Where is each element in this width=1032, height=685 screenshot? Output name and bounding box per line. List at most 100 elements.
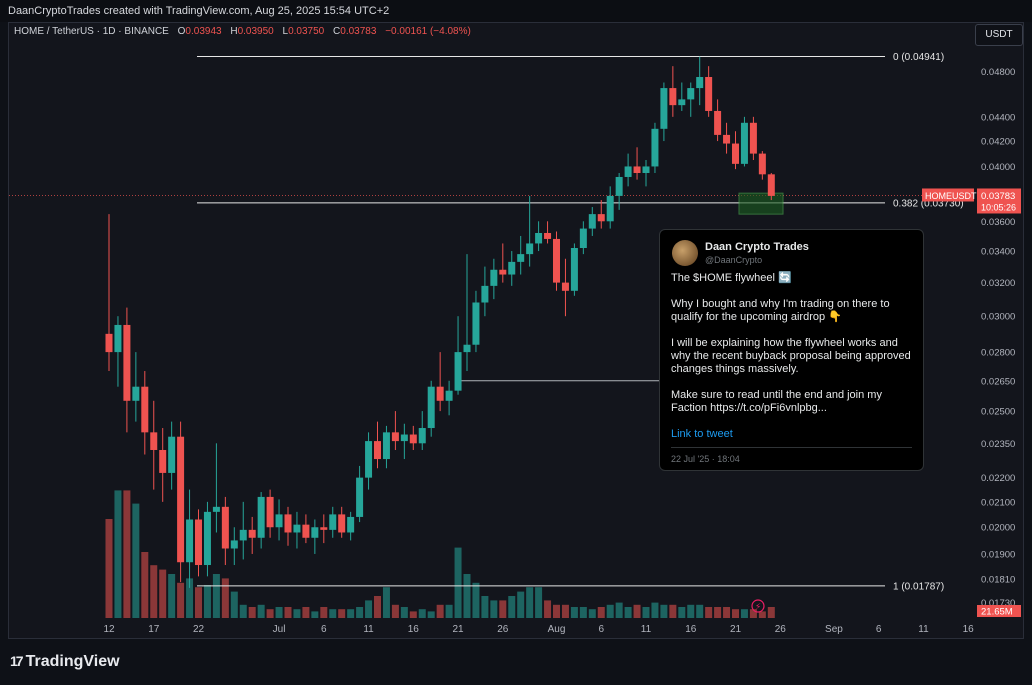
volume-tag-bg	[977, 605, 1021, 617]
volume-bar	[767, 607, 775, 618]
candle-body	[141, 386, 149, 433]
price-tick-label: 0.01730	[981, 598, 1015, 609]
volume-bar	[338, 609, 346, 618]
candle-body	[579, 228, 587, 248]
time-tick-label: 21	[730, 624, 742, 635]
tweet-embed[interactable]: Daan Crypto Trades @DaanCrypto The $HOME…	[659, 229, 924, 471]
volume-bar	[499, 600, 507, 618]
candle-body	[311, 527, 319, 538]
candle-body	[705, 77, 713, 111]
candle-body	[123, 324, 131, 401]
volume-bar	[391, 604, 399, 618]
volume-bar	[275, 607, 283, 618]
volume-bar	[311, 611, 319, 618]
candle-body	[561, 282, 569, 291]
candle-body	[588, 214, 596, 229]
time-tick-label: 12	[103, 624, 115, 635]
tweet-paragraph: Make sure to read until the end and join…	[671, 389, 882, 414]
time-tick-label: 16	[685, 624, 697, 635]
candle-body	[248, 529, 256, 538]
candle-body	[391, 432, 399, 442]
candle-body	[400, 434, 408, 442]
volume-bar	[284, 607, 292, 618]
price-tick-label: 0.03000	[981, 312, 1015, 323]
candle-body	[221, 506, 229, 549]
volume-bar	[624, 607, 632, 618]
symbol-name[interactable]: HOME / TetherUS · 1D · BINANCE	[14, 26, 169, 37]
tweet-paragraph: Why I bought and why I'm trading on ther…	[671, 298, 890, 323]
close-value: 0.03783	[340, 26, 377, 37]
brand-name: TradingView	[25, 653, 120, 670]
price-tick-label: 0.04800	[981, 67, 1015, 78]
candle-body	[740, 122, 748, 164]
volume-bar	[177, 582, 185, 618]
candle-body	[642, 166, 650, 174]
tradingview-logo[interactable]: 17 TradingView	[10, 653, 120, 671]
volume-bar	[329, 609, 337, 618]
candle-body	[624, 166, 632, 177]
volume-bar	[454, 547, 462, 618]
candle-body	[320, 527, 328, 530]
price-tick-label: 0.03400	[981, 247, 1015, 258]
volume-bar	[105, 519, 113, 618]
candle-body	[374, 441, 381, 460]
alert-icon	[751, 599, 765, 613]
candle-body	[257, 496, 265, 538]
candle-body	[284, 514, 292, 533]
candle-body	[732, 143, 739, 164]
volume-bar	[723, 607, 731, 618]
volume-bar	[141, 552, 149, 618]
candle-body	[159, 449, 167, 473]
candle-body	[347, 516, 355, 533]
candle-body	[445, 390, 453, 401]
volume-bar	[266, 609, 274, 618]
time-tick-label: 11	[363, 624, 374, 635]
volume-bar	[678, 607, 686, 618]
candle-body	[633, 166, 641, 174]
volume-bar	[642, 607, 650, 618]
high-label: H	[230, 26, 238, 37]
link-to-tweet[interactable]: Link to tweet	[671, 428, 733, 440]
candle-body	[696, 77, 704, 89]
candle-body	[714, 110, 722, 135]
candle-body	[463, 344, 471, 353]
volume-bar	[409, 611, 417, 618]
low-label: L	[282, 26, 289, 37]
price-chart[interactable]: 0 (0.04941) 0.382 (0.03730) 1 (0.01787) 0.0…	[0, 0, 1032, 640]
volume-bar	[347, 609, 355, 618]
volume-bar	[561, 604, 569, 618]
volume-bar	[758, 611, 766, 618]
high-value: 0.03950	[237, 26, 274, 37]
fib-level-label: 0.382 (0.03730)	[893, 198, 964, 209]
candle-body	[275, 514, 283, 528]
candle-body	[481, 285, 489, 303]
currency-button[interactable]: USDT	[975, 24, 1023, 46]
volume-bar	[749, 609, 757, 618]
time-tick-label: 16	[963, 624, 975, 635]
candle-body	[472, 302, 480, 345]
volume-bar	[320, 607, 328, 618]
volume-bar	[382, 587, 390, 618]
candle-body	[338, 514, 346, 533]
candle-body	[678, 99, 686, 106]
volume-bar	[570, 607, 578, 618]
price-tick-label: 0.02650	[981, 376, 1015, 387]
time-tick-label: Aug	[548, 624, 566, 635]
volume-bar	[606, 604, 614, 618]
volume-bar	[168, 574, 176, 618]
price-tick-label: 0.02800	[981, 348, 1015, 359]
divider	[671, 447, 912, 448]
tweet-author-handle: @DaanCrypto	[705, 255, 763, 265]
volume-bar	[418, 609, 426, 618]
time-tick-label: 16	[408, 624, 420, 635]
volume-bar	[436, 604, 444, 618]
volume-bar	[302, 607, 310, 618]
price-tick-label: 0.04400	[981, 112, 1015, 123]
symbol-price-tag-bg	[922, 188, 974, 202]
candle-body	[723, 134, 731, 144]
symbol-ohlc-legend: HOME / TetherUS · 1D · BINANCE O0.03943 …	[14, 26, 471, 37]
volume-bar	[374, 596, 381, 618]
volume-bar	[669, 604, 677, 618]
time-tick-label: 17	[148, 624, 160, 635]
volume-bar	[660, 604, 668, 618]
